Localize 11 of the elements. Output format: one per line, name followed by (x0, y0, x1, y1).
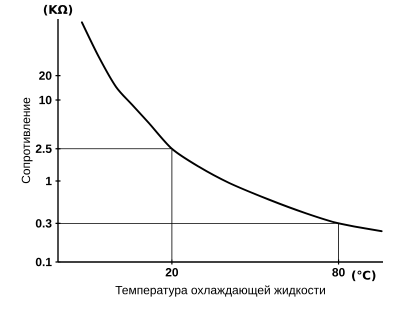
y-tick-label: 1 (46, 176, 52, 186)
y-tick-label: 0.1 (36, 258, 52, 266)
x-tick-label: 80 (332, 268, 345, 276)
text: (KΩ) (44, 4, 72, 16)
y-axis-title: Сопротивление (22, 98, 33, 184)
y-tick-label: 20 (39, 71, 52, 80)
y-tick-label: 0.3 (36, 219, 52, 228)
y-tick-label: 2.5 (36, 144, 52, 153)
text: (℃) (352, 270, 376, 282)
x-axis-title: Температура охлаждающей жидкости (115, 285, 325, 297)
y-tick-label: 10 (39, 96, 52, 104)
